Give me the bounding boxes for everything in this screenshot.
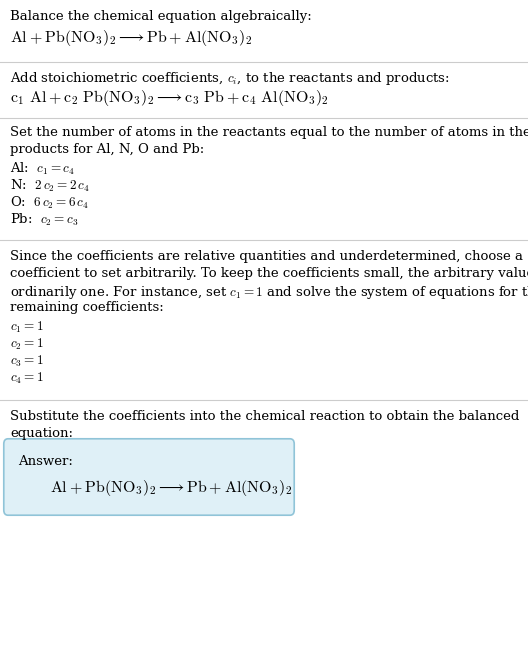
Text: $\mathrm{Al + Pb(NO_3)_2 \longrightarrow Pb + Al(NO_3)_2}$: $\mathrm{Al + Pb(NO_3)_2 \longrightarrow…	[50, 478, 293, 498]
Text: products for Al, N, O and Pb:: products for Al, N, O and Pb:	[10, 143, 204, 156]
Text: Al:  $c_1 = c_4$: Al: $c_1 = c_4$	[10, 161, 75, 177]
Text: N:  $2\,c_2 = 2\,c_4$: N: $2\,c_2 = 2\,c_4$	[10, 178, 90, 194]
Text: $c_4 = 1$: $c_4 = 1$	[10, 371, 44, 386]
Text: Balance the chemical equation algebraically:: Balance the chemical equation algebraica…	[10, 10, 312, 23]
Text: Pb:  $c_2 = c_3$: Pb: $c_2 = c_3$	[10, 212, 78, 228]
Text: Since the coefficients are relative quantities and underdetermined, choose a: Since the coefficients are relative quan…	[10, 250, 523, 263]
Text: Add stoichiometric coefficients, $c_i$, to the reactants and products:: Add stoichiometric coefficients, $c_i$, …	[10, 70, 450, 87]
Text: remaining coefficients:: remaining coefficients:	[10, 301, 164, 314]
Text: coefficient to set arbitrarily. To keep the coefficients small, the arbitrary va: coefficient to set arbitrarily. To keep …	[10, 267, 528, 280]
Text: $\mathrm{Al + Pb(NO_3)_2 \longrightarrow Pb + Al(NO_3)_2}$: $\mathrm{Al + Pb(NO_3)_2 \longrightarrow…	[10, 28, 252, 48]
FancyBboxPatch shape	[4, 439, 294, 515]
Text: O:  $6\,c_2 = 6\,c_4$: O: $6\,c_2 = 6\,c_4$	[10, 195, 89, 211]
Text: equation:: equation:	[10, 427, 73, 440]
Text: Set the number of atoms in the reactants equal to the number of atoms in the: Set the number of atoms in the reactants…	[10, 126, 528, 139]
Text: $c_3 = 1$: $c_3 = 1$	[10, 354, 44, 369]
Text: Answer:: Answer:	[18, 455, 73, 468]
Text: $\mathrm{c_1\ Al + c_2\ Pb(NO_3)_2 \longrightarrow c_3\ Pb + c_4\ Al(NO_3)_2}$: $\mathrm{c_1\ Al + c_2\ Pb(NO_3)_2 \long…	[10, 88, 329, 108]
Text: $c_2 = 1$: $c_2 = 1$	[10, 337, 44, 352]
Text: Substitute the coefficients into the chemical reaction to obtain the balanced: Substitute the coefficients into the che…	[10, 410, 520, 423]
Text: $c_1 = 1$: $c_1 = 1$	[10, 320, 44, 335]
Text: ordinarily one. For instance, set $c_1 = 1$ and solve the system of equations fo: ordinarily one. For instance, set $c_1 =…	[10, 284, 528, 301]
